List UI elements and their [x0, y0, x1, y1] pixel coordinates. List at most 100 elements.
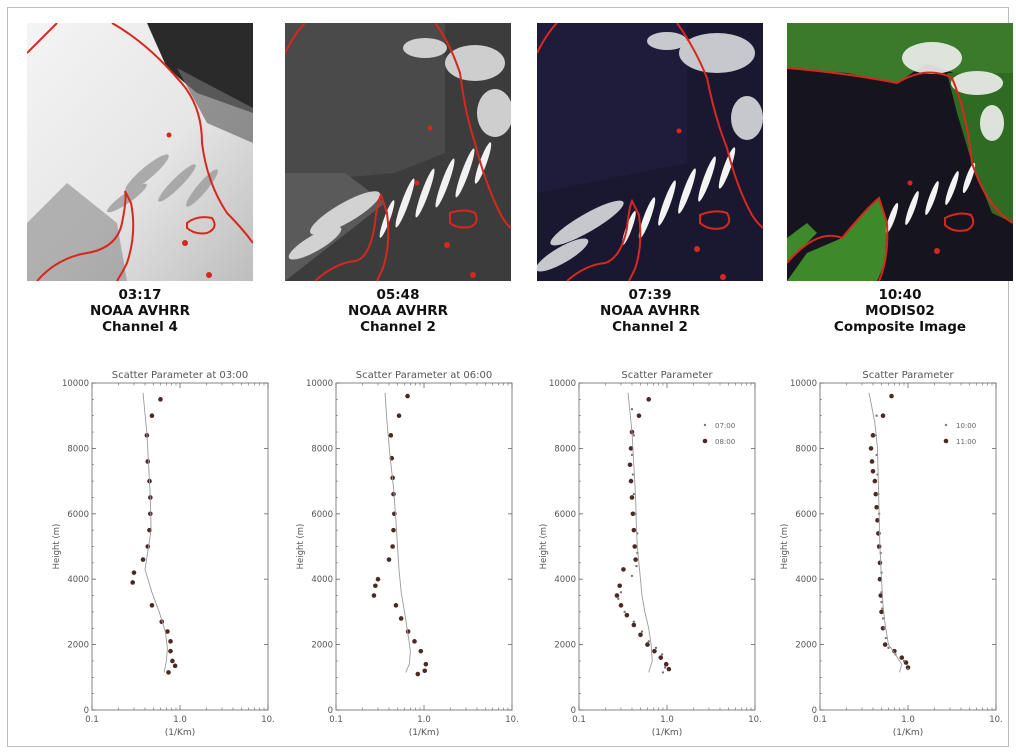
figure-frame	[7, 7, 1009, 747]
plot-frame	[578, 382, 756, 711]
y-axis-label: Height (m)	[780, 524, 790, 570]
data-point	[412, 639, 417, 644]
y-tick-label: 0	[328, 706, 333, 716]
x-axis-label: (1/Km)	[652, 728, 682, 738]
data-point	[889, 393, 894, 399]
data-point-small	[660, 653, 664, 656]
data-point	[391, 527, 396, 533]
caption-panel-3: 07:39 NOAA AVHRR Channel 2	[537, 287, 763, 335]
legend-label: 10:00	[956, 422, 976, 430]
data-point	[145, 544, 151, 549]
satellite-image-0548	[285, 23, 511, 281]
caption-time: 05:48	[376, 287, 420, 303]
data-point-small	[661, 671, 665, 674]
data-point	[375, 576, 381, 582]
data-point	[166, 670, 171, 675]
data-point	[393, 603, 399, 608]
data-point	[652, 648, 657, 654]
x-tick-label: 1.0	[417, 715, 431, 725]
data-point-small	[635, 564, 638, 568]
data-point-small	[663, 666, 667, 669]
data-point	[614, 593, 620, 598]
y-tick-label: 6000	[554, 510, 576, 520]
data-point	[149, 603, 155, 608]
data-point	[130, 580, 135, 585]
data-point	[168, 648, 173, 654]
data-point	[877, 560, 883, 566]
data-point	[398, 616, 404, 621]
data-point-small	[619, 591, 623, 594]
caption-time: 07:39	[628, 287, 672, 303]
data-point	[645, 642, 650, 647]
caption-sensor: NOAA AVHRR	[599, 303, 701, 319]
y-axis-label: Height (m)	[539, 524, 549, 570]
data-point	[391, 491, 396, 497]
x-tick-label: 10.	[989, 715, 1003, 725]
x-tick-label: 0.1	[329, 715, 343, 725]
data-point	[905, 665, 911, 670]
y-tick-label: 4000	[311, 575, 333, 585]
data-point	[621, 567, 626, 572]
data-point-small	[883, 627, 886, 630]
y-tick-label: 10000	[790, 379, 817, 389]
plot-title: Scatter Parameter at 03:00	[112, 370, 249, 381]
y-tick-label: 4000	[554, 575, 576, 585]
y-axis-label: Height (m)	[296, 524, 306, 570]
caption-time: 03:17	[118, 287, 162, 303]
y-tick-label: 0	[571, 706, 576, 716]
data-point	[618, 603, 624, 608]
caption-panel-4: 10:40 MODIS02 Composite Image	[787, 287, 1013, 335]
data-point	[868, 446, 874, 451]
data-point	[870, 433, 876, 438]
satellite-image-0317	[27, 23, 253, 281]
y-tick-label: 8000	[554, 444, 576, 454]
x-tick-label: 0.1	[572, 715, 586, 725]
x-axis-label: (1/Km)	[165, 728, 195, 738]
data-point	[666, 666, 672, 672]
profile-line	[868, 392, 903, 673]
data-point	[631, 622, 637, 628]
data-point	[892, 648, 897, 654]
x-tick-label: 1.0	[173, 715, 187, 725]
data-point	[631, 527, 637, 533]
data-point	[658, 655, 664, 660]
data-point	[638, 632, 643, 638]
data-point-small	[887, 646, 890, 650]
caption-panel-2: 05:48 NOAA AVHRR Channel 2	[285, 287, 511, 335]
y-tick-label: 8000	[795, 444, 817, 454]
data-point-small	[630, 407, 634, 411]
y-tick-label: 6000	[311, 510, 333, 520]
data-point	[875, 518, 880, 523]
data-point-small	[617, 597, 620, 601]
data-point	[396, 413, 402, 419]
data-point	[633, 557, 638, 562]
data-point-small	[902, 659, 906, 663]
y-tick-label: 2000	[67, 641, 89, 651]
data-point	[422, 668, 428, 674]
caption-sensor: NOAA AVHRR	[89, 303, 191, 319]
y-tick-label: 2000	[554, 641, 576, 651]
y-tick-label: 6000	[67, 510, 89, 520]
data-point	[131, 570, 137, 575]
data-point-small	[630, 453, 634, 457]
data-point	[876, 544, 882, 549]
y-tick-label: 8000	[311, 444, 333, 454]
caption-sensor: NOAA AVHRR	[347, 303, 449, 319]
data-point	[172, 663, 178, 669]
satellite-image-0739	[537, 23, 763, 281]
legend-marker-small	[944, 423, 948, 427]
data-point-small	[632, 492, 636, 496]
caption-panel-1: 03:17 NOAA AVHRR Channel 4	[27, 287, 253, 335]
y-tick-label: 10000	[306, 379, 333, 389]
data-point-small	[906, 667, 910, 671]
x-tick-label: 1.0	[901, 715, 915, 725]
caption-product: Channel 4	[102, 319, 178, 335]
caption-sensor: MODIS02	[865, 303, 935, 319]
data-point	[628, 446, 634, 451]
data-point	[646, 397, 652, 402]
legend-marker-small	[703, 423, 707, 427]
data-point	[168, 639, 173, 644]
data-point	[149, 413, 155, 419]
x-tick-label: 0.1	[85, 715, 99, 725]
